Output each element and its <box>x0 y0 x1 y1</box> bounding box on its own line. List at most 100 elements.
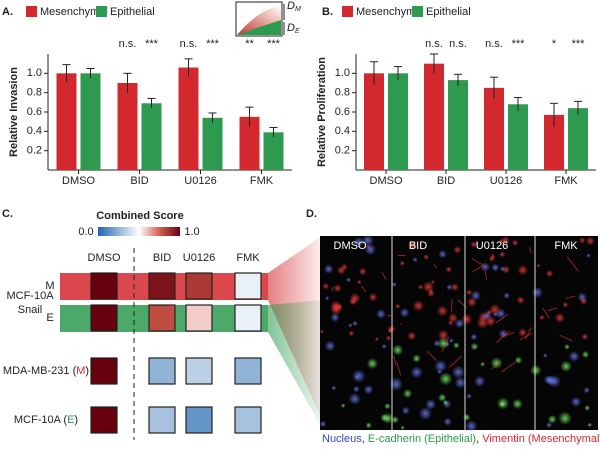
panel-letter: D. <box>306 208 317 220</box>
cell-glow <box>402 407 410 415</box>
significance: * <box>552 38 557 50</box>
cell-glow <box>389 377 403 391</box>
cell-glow <box>412 354 420 362</box>
cell-glow <box>401 426 405 430</box>
bar <box>424 64 444 170</box>
cell-glow <box>325 341 336 352</box>
cell-glow <box>452 366 465 379</box>
cell-glow <box>438 250 446 258</box>
heatmap-cell <box>91 407 117 433</box>
cell-glow <box>579 237 586 244</box>
y-axis-title: Relative Proliferation <box>316 57 328 167</box>
cell-glow <box>518 265 529 276</box>
y-tick-label: 0.6 <box>335 106 350 118</box>
significance: *** <box>206 38 220 50</box>
cell-glow <box>392 345 403 356</box>
row-label-end: ) <box>74 414 78 426</box>
cell-glow <box>518 328 527 337</box>
cell-glow <box>465 420 477 432</box>
significance: n.s. <box>485 38 503 50</box>
image-column-label: FMK <box>554 240 578 252</box>
cell-glow <box>446 266 452 272</box>
cell-glow <box>320 421 326 427</box>
bar <box>508 104 528 170</box>
cell-glow <box>491 357 503 369</box>
inset-letter: D <box>287 0 295 12</box>
significance: *** <box>267 38 281 50</box>
x-tick-label: DMSO <box>370 175 403 187</box>
cell-glow <box>577 292 586 301</box>
x-tick-label: FMK <box>250 175 274 187</box>
legend-label: Epithelial <box>426 6 471 18</box>
cell-glow <box>491 263 499 271</box>
cell-glow <box>439 372 452 385</box>
cell-glow <box>353 386 360 393</box>
cell-glow <box>352 321 358 327</box>
caption-part: E-cadherin (Epithelial) <box>368 433 476 445</box>
heatmap-cell <box>91 305 117 331</box>
cell-glow <box>429 289 433 293</box>
y-tick-label: 0.4 <box>27 125 42 137</box>
cell-glow <box>341 403 346 408</box>
cell-glow <box>453 246 461 254</box>
cell-glow <box>359 268 367 276</box>
x-tick-label: U0126 <box>184 175 216 187</box>
bar <box>364 73 384 170</box>
cell-glow <box>586 236 595 245</box>
row-label-tag: M <box>76 365 85 377</box>
column-label: DMSO <box>88 252 121 264</box>
colorbar <box>98 227 180 236</box>
cell-glow <box>443 400 448 405</box>
cell-glow <box>392 282 397 287</box>
cell-glow <box>386 335 392 341</box>
cell-glow <box>512 399 523 410</box>
cell-glow <box>330 300 342 312</box>
cell-glow <box>384 403 390 409</box>
legend-swatch <box>342 6 353 17</box>
x-tick-label: BID <box>437 175 455 187</box>
colorbar-label: 1.0 <box>184 226 199 238</box>
cell-glow <box>400 308 410 318</box>
cell-glow <box>537 264 541 268</box>
cell-glow <box>412 257 417 262</box>
image-column-label: BID <box>409 240 427 252</box>
cell-glow <box>489 255 495 261</box>
cell-glow <box>337 266 346 275</box>
row-label-text: MCF-10A ( <box>14 414 68 426</box>
cell-glow <box>587 423 592 428</box>
bar <box>142 103 162 170</box>
cell-glow <box>437 305 448 316</box>
cell-glow <box>499 251 505 257</box>
cell-glow <box>584 405 590 411</box>
cell-glow <box>446 284 452 290</box>
cell-glow <box>546 270 553 277</box>
cell-glow <box>382 344 387 349</box>
significance: n.s. <box>449 38 467 50</box>
x-tick-label: DMSO <box>62 175 95 187</box>
significance: n.s. <box>119 38 137 50</box>
projection <box>268 300 322 428</box>
panel-letter: B. <box>322 6 333 18</box>
cell-glow <box>582 351 589 358</box>
row-label: MDA-MB-231 (M) <box>3 365 89 377</box>
cell-glow <box>581 333 588 340</box>
heatmap-cell <box>149 273 175 299</box>
inset-label: DE <box>287 22 300 35</box>
cell-glow <box>558 411 571 424</box>
bar <box>388 73 408 170</box>
cell-glow <box>322 283 329 290</box>
significance: *** <box>512 38 526 50</box>
row-label-tag: E <box>67 414 74 426</box>
cell-glow <box>400 261 405 266</box>
row-label: MCF-10A (E) <box>14 414 78 426</box>
cell-glow <box>586 253 591 258</box>
cell-glow <box>380 414 388 422</box>
x-tick-label: U0126 <box>490 175 522 187</box>
cell-glow <box>413 300 424 311</box>
bar <box>118 83 138 170</box>
y-tick-label: 0.2 <box>27 145 42 157</box>
inset-label: DM <box>287 0 301 13</box>
cell-glow <box>503 292 510 299</box>
cell-glow <box>512 239 519 246</box>
bar <box>179 68 199 170</box>
